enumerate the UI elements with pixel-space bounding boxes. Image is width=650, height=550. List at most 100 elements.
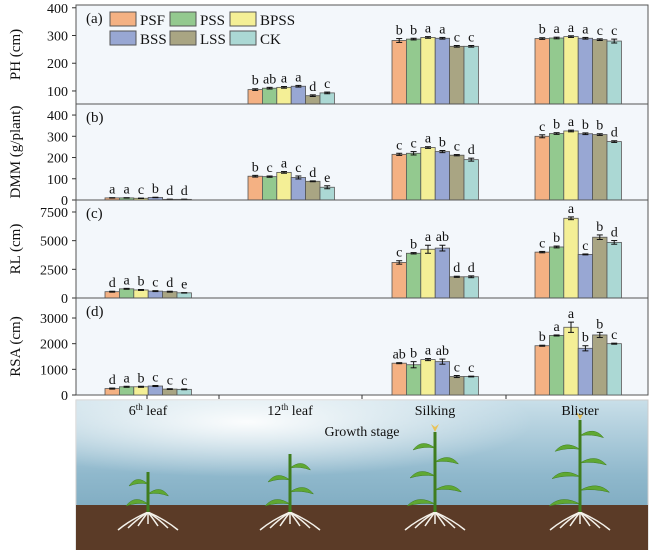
bar (276, 171, 292, 201)
root (269, 511, 291, 529)
leaf (409, 471, 436, 479)
bar (434, 151, 451, 201)
tassel (576, 412, 584, 420)
significance-letter: c (138, 183, 144, 198)
root (559, 511, 581, 529)
significance-letter: a (281, 72, 288, 87)
significance-letter: a (425, 22, 432, 37)
significance-letter: d (468, 261, 475, 276)
leaf (267, 475, 291, 483)
significance-letter: b (539, 330, 546, 345)
x-tick-label: Silking (415, 404, 455, 419)
legend-label: LSS (200, 32, 226, 48)
label-base: 6 (129, 404, 136, 419)
label-base: 12 (267, 404, 281, 419)
leaf (434, 457, 460, 465)
legend-swatch-pss (169, 11, 197, 27)
root (569, 511, 581, 527)
bar (290, 177, 307, 201)
bar (577, 254, 594, 299)
significance-letter: a (553, 320, 560, 335)
bar (147, 290, 163, 299)
significance-letter: d (468, 143, 475, 158)
significance-letter: c (468, 361, 474, 376)
significance-letter: c (454, 30, 460, 45)
growth-stage-illustration (75, 399, 649, 550)
bar (592, 236, 608, 299)
y-tick-label: 2500 (40, 263, 68, 278)
leaf (579, 458, 608, 466)
bar (534, 345, 550, 396)
bar (449, 154, 465, 201)
x-tick-label: 12th leaf (267, 402, 313, 419)
bar (391, 40, 407, 105)
bar (405, 38, 422, 105)
significance-letter: d (309, 166, 316, 181)
leaf (548, 499, 581, 507)
significance-letter: c (539, 236, 545, 251)
significance-letter: a (123, 371, 130, 386)
significance-letter: b (439, 136, 446, 151)
y-axis-label: RSA (cm) (8, 316, 24, 376)
bar (405, 152, 422, 201)
x-axis-label: Growth stage (324, 425, 399, 440)
significance-letter: b (138, 275, 145, 290)
significance-letter: c (396, 246, 402, 261)
significance-letter: ab (436, 230, 449, 245)
significance-letter: b (582, 118, 589, 133)
y-tick-label: 0 (61, 194, 68, 209)
bar (449, 276, 465, 299)
significance-letter: c (410, 137, 416, 152)
y-tick-label: 400 (47, 109, 68, 124)
y-tick-label: 300 (47, 30, 68, 45)
significance-letter: b (596, 317, 603, 332)
bar (391, 362, 407, 396)
y-axis-label: DMM (g/plant) (8, 106, 24, 199)
y-axis-label: RL (cm) (8, 224, 24, 275)
significance-letter: b (539, 23, 546, 38)
significance-letter: c (582, 239, 588, 254)
leaf (128, 479, 149, 487)
significance-letter: e (181, 278, 187, 293)
root (137, 511, 149, 527)
root (279, 511, 291, 527)
bar (463, 376, 479, 396)
bar (133, 386, 149, 396)
leaf (412, 443, 436, 451)
y-tick-label: 200 (47, 152, 68, 167)
significance-letter: a (568, 115, 575, 130)
bar (534, 135, 550, 201)
bar (176, 292, 192, 299)
label-sup: th (136, 402, 144, 412)
x-tick-label: 6th leaf (129, 402, 168, 419)
bar (434, 361, 451, 396)
significance-letter: d (166, 184, 173, 199)
plant-icon (259, 454, 321, 531)
bar (563, 326, 579, 396)
significance-letter: a (439, 22, 446, 37)
bar (391, 153, 407, 201)
panel-tag: (d) (86, 304, 104, 320)
significance-letter: c (468, 30, 474, 45)
significance-letter: ab (436, 344, 449, 359)
legend-swatch-lss (169, 30, 197, 46)
significance-letter: a (123, 273, 130, 288)
leaf (147, 489, 170, 497)
bar (276, 86, 292, 105)
significance-letter: c (181, 374, 187, 389)
label-base: Blister (561, 404, 599, 419)
root (424, 511, 436, 527)
leaf (406, 499, 436, 507)
legend-swatch-ck (229, 30, 257, 46)
leaf (289, 463, 312, 471)
bar (463, 276, 479, 299)
tassel (431, 424, 439, 432)
significance-letter: a (281, 157, 288, 172)
leaf (125, 499, 149, 507)
bar (147, 385, 163, 396)
y-tick-label: 400 (47, 2, 68, 17)
significance-letter: d (453, 261, 460, 276)
bar (563, 36, 579, 105)
